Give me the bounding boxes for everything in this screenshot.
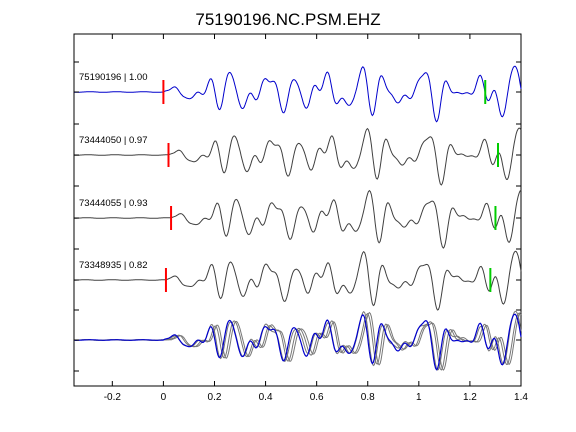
trace-label-2: 73444050 | 0.97 [79,135,148,146]
trace-label-1: 75190196 | 1.00 [79,72,148,83]
waveform-trace-4 [74,250,522,311]
waveform-trace-2 [74,127,522,186]
stack-trace-2 [74,312,522,371]
x-tick-label-0: -0.2 [104,392,122,403]
x-tick-label-3: 0.4 [259,392,273,403]
x-tick-label-6: 1 [416,392,422,403]
trace-group [73,65,522,371]
pick-markers [162,80,500,292]
x-tick-label-5: 0.8 [361,392,375,403]
stack-trace-reference [74,313,522,371]
trace-label-3: 73444055 | 0.93 [79,198,148,209]
plot-frame [73,33,522,387]
x-tick-label-2: 0.2 [208,392,222,403]
plot-area [73,33,522,387]
x-tick-label-7: 1.2 [463,392,477,403]
x-axis: -0.2 0 0.2 0.4 0.6 0.8 1 1.2 1.4 [74,34,528,403]
trace-label-4: 73348935 | 0.82 [79,260,148,271]
waveform-trace-3 [73,189,522,249]
x-tick-label-4: 0.6 [310,392,324,403]
chart-title: 75190196.NC.PSM.EHZ [195,10,380,29]
x-tick-label-8: 1.4 [514,392,528,403]
x-tick-label-1: 0 [161,392,167,403]
waveform-trace-1 [74,65,522,123]
trace-labels: 75190196 | 1.00 73444050 | 0.97 73444055 |… [79,72,148,271]
